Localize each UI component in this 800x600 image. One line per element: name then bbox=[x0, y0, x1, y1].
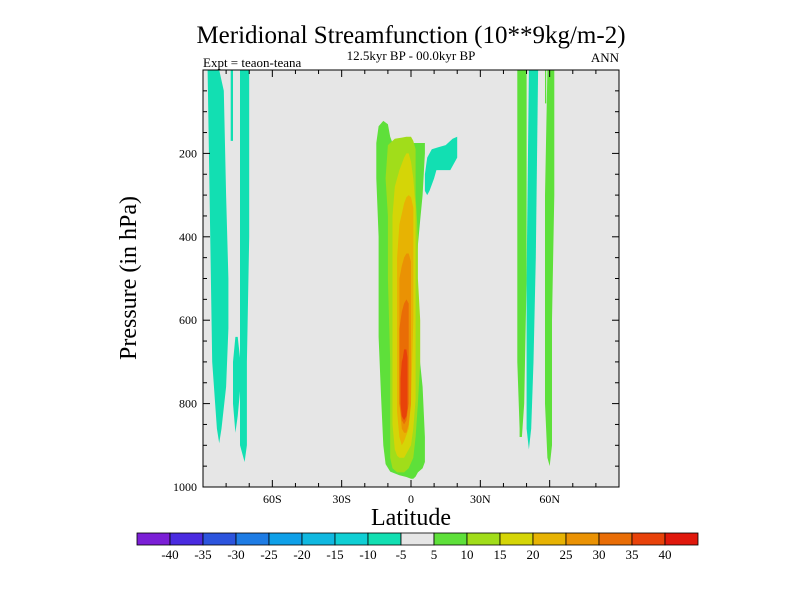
contour-region-pos5-9 bbox=[545, 70, 547, 104]
y-tick-label: 800 bbox=[179, 397, 197, 411]
colorbar-swatch bbox=[631, 532, 666, 546]
colorbar-swatch bbox=[466, 532, 501, 546]
colorbar-swatch bbox=[598, 532, 633, 546]
colorbar-label: -5 bbox=[396, 547, 407, 562]
colorbar-label: -15 bbox=[326, 547, 343, 562]
colorbar-swatch bbox=[532, 532, 567, 546]
colorbar-label: 40 bbox=[659, 547, 672, 562]
contour-region-pos5-7 bbox=[545, 70, 555, 467]
contour-region-neg10-0 bbox=[207, 70, 229, 444]
chart-subtitle: 12.5kyr BP - 00.0kyr BP bbox=[347, 48, 476, 63]
colorbar-label: 30 bbox=[593, 547, 606, 562]
colorbar-label: -20 bbox=[293, 547, 310, 562]
colorbar-label: 10 bbox=[461, 547, 474, 562]
colorbar-swatch bbox=[202, 532, 237, 546]
y-tick-label: 200 bbox=[179, 146, 197, 160]
contour-region-neg10-3 bbox=[240, 70, 250, 462]
x-tick-label: 60S bbox=[263, 492, 282, 506]
y-tick-label: 400 bbox=[179, 230, 197, 244]
colorbar-label: -30 bbox=[227, 547, 244, 562]
colorbar: -40 -35 -30 -25 -20 -15 -10 -5 5 10 15 20 25 30 35 40 bbox=[136, 532, 699, 562]
colorbar-swatch bbox=[169, 532, 204, 546]
colorbar-label: -10 bbox=[359, 547, 376, 562]
y-axis-ticks: 200 400 600 800 1000 bbox=[173, 90, 619, 494]
colorbar-swatch bbox=[235, 532, 270, 546]
x-axis-label: Latitude bbox=[371, 505, 451, 531]
colorbar-swatch bbox=[268, 532, 303, 546]
experiment-label: Expt = teaon-teana bbox=[203, 55, 302, 70]
contour-region-neg10-1 bbox=[230, 70, 233, 141]
y-axis-label: Pressure (in hPa) bbox=[116, 196, 142, 360]
colorbar-label: 25 bbox=[560, 547, 573, 562]
contour-region-pos35-15 bbox=[400, 349, 408, 421]
x-tick-label: 30S bbox=[332, 492, 351, 506]
y-tick-label: 1000 bbox=[173, 480, 197, 494]
colorbar-swatch bbox=[433, 532, 468, 546]
colorbar-swatch bbox=[499, 532, 534, 546]
colorbar-label: 15 bbox=[494, 547, 507, 562]
x-tick-label: 60N bbox=[539, 492, 560, 506]
colorbar-label: -25 bbox=[260, 547, 277, 562]
contour-region-pos5-8 bbox=[517, 70, 527, 437]
chart-title: Meridional Streamfunction (10**9kg/m-2) bbox=[196, 22, 625, 49]
colorbar-swatch bbox=[565, 532, 600, 546]
x-tick-label: 0 bbox=[408, 492, 414, 506]
colorbar-label: -35 bbox=[194, 547, 211, 562]
contour-region-neg10-4 bbox=[424, 136, 458, 196]
y-tick-label: 600 bbox=[179, 313, 197, 327]
colorbar-label: -40 bbox=[161, 547, 178, 562]
colorbar-swatch bbox=[664, 532, 699, 546]
colorbar-swatch bbox=[367, 532, 402, 546]
colorbar-label: 5 bbox=[431, 547, 438, 562]
colorbar-swatch bbox=[301, 532, 336, 546]
colorbar-label: 20 bbox=[527, 547, 540, 562]
colorbar-label: 35 bbox=[626, 547, 639, 562]
colorbar-swatch bbox=[400, 532, 435, 546]
colorbar-swatch bbox=[334, 532, 369, 546]
x-tick-label: 30N bbox=[470, 492, 491, 506]
colorbar-swatch bbox=[136, 532, 171, 546]
season-label: ANN bbox=[591, 50, 620, 65]
contour-region-neg10-5 bbox=[526, 70, 539, 450]
x-axis-ticks: 60S 30S 0 30N 60N bbox=[225, 70, 597, 506]
contour-region-neg10-2 bbox=[233, 336, 240, 433]
contour-regions bbox=[207, 70, 555, 479]
